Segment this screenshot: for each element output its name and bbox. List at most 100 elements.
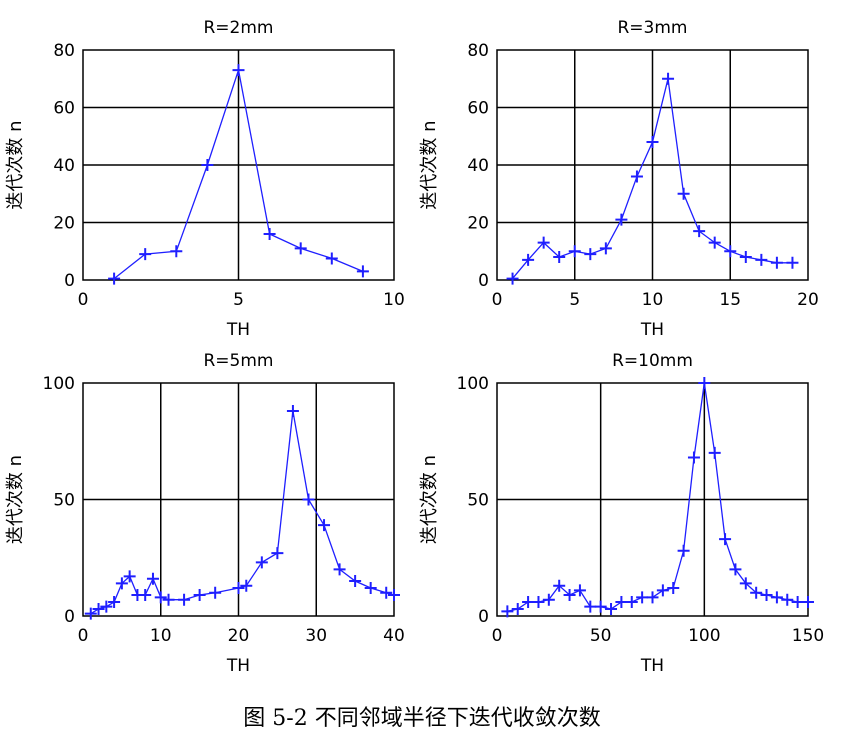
- x-tick-label: 10: [642, 290, 664, 310]
- data-point: [781, 593, 794, 606]
- x-tick-label: 10: [150, 626, 172, 646]
- x-tick-label: 0: [492, 290, 503, 310]
- data-point: [739, 577, 752, 590]
- x-axis-label: TH: [226, 656, 250, 676]
- data-point: [636, 591, 649, 604]
- x-tick-label: 0: [78, 626, 89, 646]
- plot-1: 0 5 10 0 20 40 60 80 R=2mm TH 迭代次数 n: [5, 18, 405, 340]
- y-tick-label: 50: [53, 491, 75, 511]
- data-point: [294, 242, 307, 255]
- data-point: [115, 577, 128, 590]
- data-point: [677, 187, 690, 200]
- axes-frame: [496, 382, 809, 617]
- data-point: [630, 170, 643, 183]
- data-point: [178, 593, 191, 606]
- y-tick-label: 20: [467, 214, 489, 234]
- plot-title: R=10mm: [612, 351, 693, 371]
- x-axis-label: TH: [640, 320, 664, 340]
- axes-frame: [82, 49, 395, 281]
- data-point: [302, 493, 315, 506]
- series-line: [90, 410, 395, 615]
- y-tick-label: 80: [53, 41, 75, 61]
- data-point: [232, 582, 245, 595]
- data-point: [100, 600, 113, 613]
- data-point: [646, 136, 659, 148]
- x-tick-label: 50: [590, 626, 612, 646]
- figure-caption: 图 5-2 不同邻域半径下迭代收敛次数: [243, 706, 601, 731]
- y-axis-label: 迭代次数 n: [419, 120, 440, 209]
- y-axis-label: 迭代次数 n: [5, 120, 26, 209]
- data-point: [677, 544, 690, 557]
- data-point: [84, 607, 97, 620]
- y-tick-label: 20: [53, 214, 75, 234]
- y-tick-label: 40: [467, 156, 489, 176]
- data-point: [667, 582, 680, 595]
- y-tick-label: 50: [467, 491, 489, 511]
- data-point: [532, 596, 545, 609]
- plot-2: 0 5 10 15 20 0 20 40 60 80 R=3mm TH 迭代次数 n: [419, 18, 819, 340]
- plot-title: R=5mm: [204, 351, 274, 371]
- data-point: [522, 253, 535, 266]
- data-point: [139, 589, 152, 602]
- y-tick-label: 60: [467, 99, 489, 119]
- data-point: [333, 563, 346, 576]
- y-tick-label: 100: [43, 374, 75, 394]
- series-line: [507, 382, 808, 612]
- x-tick-label: 20: [797, 290, 819, 310]
- data-point: [349, 575, 362, 588]
- data-point: [108, 272, 121, 285]
- x-tick-label: 100: [688, 626, 720, 646]
- plot-title: R=3mm: [618, 18, 688, 38]
- y-tick-label: 0: [64, 607, 75, 627]
- data-point: [755, 253, 768, 266]
- x-tick-label: 20: [228, 626, 250, 646]
- x-axis-label: TH: [226, 320, 250, 340]
- data-point: [522, 596, 535, 609]
- data-point: [568, 245, 581, 258]
- data-point: [615, 213, 628, 226]
- x-tick-label: 40: [383, 626, 405, 646]
- data-point: [553, 579, 566, 592]
- data-point: [388, 589, 400, 602]
- data-point: [501, 605, 514, 618]
- y-axis-label: 迭代次数 n: [5, 455, 26, 544]
- axes-frame: [82, 382, 395, 617]
- x-tick-label: 10: [383, 290, 405, 310]
- data-point: [708, 236, 721, 249]
- data-point: [625, 596, 638, 609]
- data-point: [594, 600, 607, 613]
- y-tick-label: 0: [64, 271, 75, 291]
- data-point: [318, 519, 331, 532]
- data-point: [786, 256, 799, 269]
- data-point: [356, 265, 369, 278]
- data-point: [537, 236, 550, 249]
- data-point: [662, 72, 675, 85]
- data-point: [263, 228, 276, 240]
- data-point: [92, 603, 105, 616]
- plot-title: R=2mm: [204, 18, 274, 38]
- data-point: [193, 589, 206, 602]
- data-point: [687, 451, 700, 464]
- data-point: [646, 591, 659, 604]
- data-point: [584, 248, 597, 261]
- y-axis-label: 迭代次数 n: [419, 455, 440, 544]
- y-tick-label: 60: [53, 99, 75, 119]
- y-tick-label: 0: [478, 271, 489, 291]
- data-point: [325, 252, 338, 265]
- data-point: [506, 272, 519, 285]
- data-point: [201, 159, 214, 171]
- data-point: [255, 556, 268, 569]
- data-point: [563, 589, 576, 602]
- data-point: [146, 572, 159, 585]
- data-point: [271, 547, 284, 560]
- data-point: [724, 245, 737, 258]
- plot-3: 0 10 20 30 40 0 50 100 R=5mm TH 迭代次数 n: [5, 351, 405, 676]
- x-tick-label: 30: [305, 626, 327, 646]
- data-point: [708, 446, 721, 459]
- data-point: [573, 584, 586, 597]
- x-tick-label: 150: [792, 626, 824, 646]
- data-point: [802, 596, 814, 609]
- x-tick-label: 15: [719, 290, 741, 310]
- data-point: [693, 225, 706, 238]
